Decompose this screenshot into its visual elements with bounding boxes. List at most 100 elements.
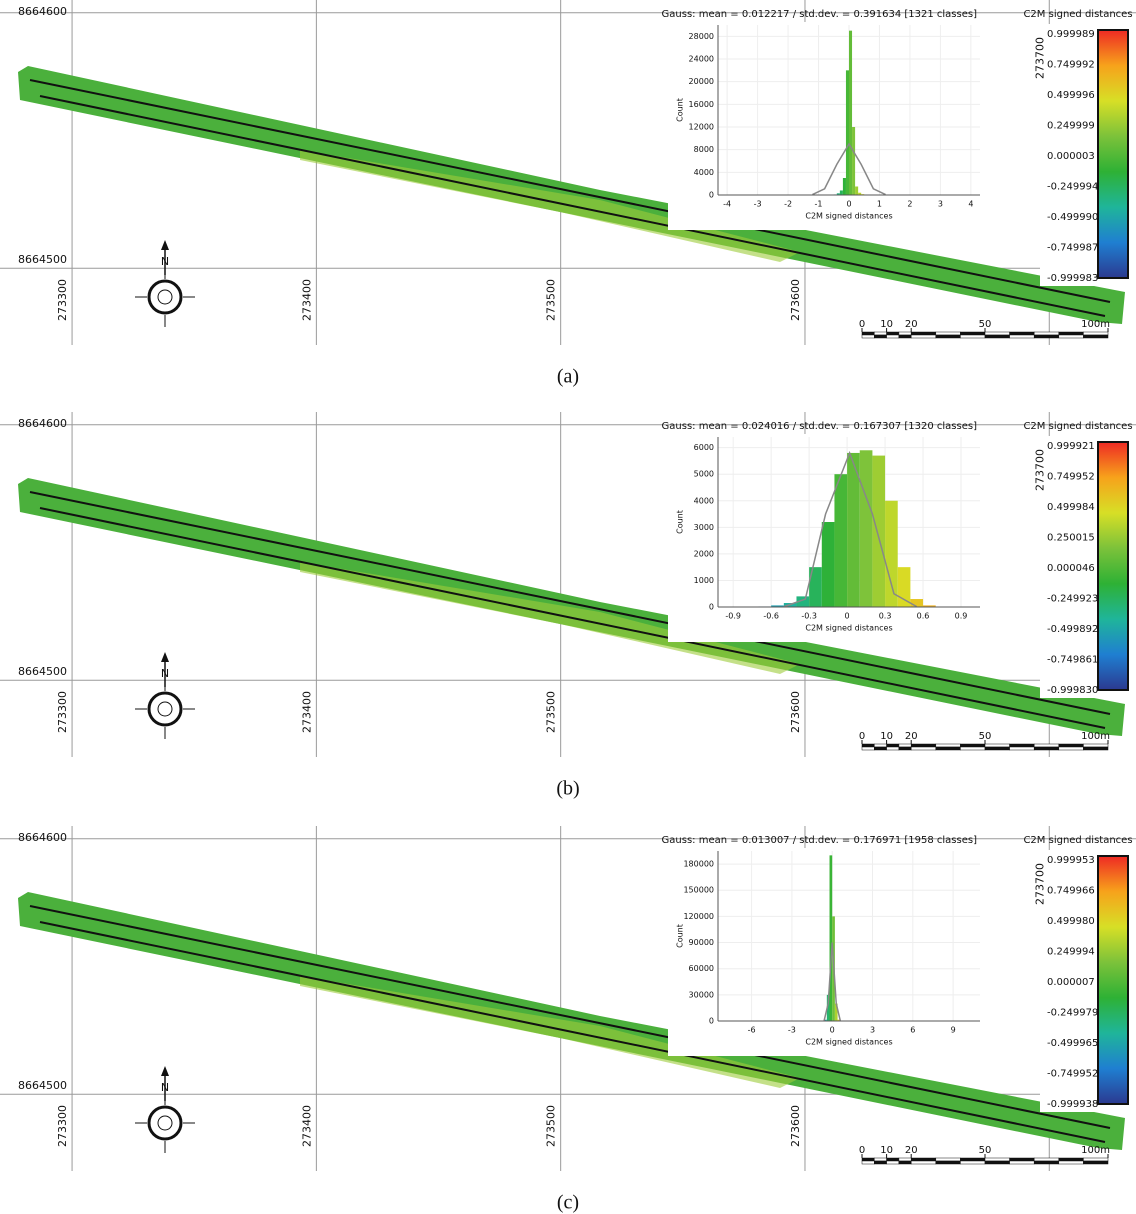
scale-segment bbox=[898, 1157, 912, 1162]
scale-segment bbox=[1058, 334, 1084, 339]
scale-segment bbox=[861, 746, 875, 751]
colorbar-label: 0.749966 bbox=[1047, 886, 1095, 897]
scale-segment bbox=[1009, 743, 1035, 748]
x-axis-label: C2M signed distances bbox=[805, 624, 892, 633]
colorbar-label: -0.499965 bbox=[1047, 1038, 1098, 1049]
compass-arrow-head bbox=[161, 240, 169, 250]
point-cloud-strip bbox=[18, 892, 1125, 1150]
colorbar-label: -0.249923 bbox=[1047, 594, 1098, 605]
colorbar-label: 0.249999 bbox=[1047, 121, 1095, 132]
northing-label: 8664500 bbox=[18, 253, 67, 266]
rail-line bbox=[29, 79, 1111, 303]
scale-label: 10 bbox=[880, 1145, 893, 1156]
scale-segment bbox=[935, 1160, 961, 1165]
histogram-title: Gauss: mean = 0.013007 / std.dev. = 0.17… bbox=[662, 835, 978, 846]
colorbar-label: 0.499984 bbox=[1047, 502, 1095, 513]
point-cloud-strip-tone bbox=[300, 562, 800, 674]
scale-segment bbox=[984, 746, 1010, 751]
easting-label: 273700 bbox=[1033, 863, 1046, 905]
colorbar-label: 0.999989 bbox=[1047, 29, 1095, 40]
scale-segment bbox=[910, 743, 937, 748]
caption: (c) bbox=[557, 1192, 579, 1214]
scale-segment bbox=[960, 1157, 986, 1162]
y-tick-label: 16000 bbox=[689, 100, 714, 109]
rail-line bbox=[29, 491, 1111, 715]
scale-segment bbox=[1083, 334, 1109, 339]
rail-line bbox=[39, 921, 1106, 1143]
scale-label: 100m bbox=[1081, 731, 1110, 742]
colorbar-label: 0.999921 bbox=[1047, 441, 1095, 452]
northing-label: 8664600 bbox=[18, 5, 67, 18]
scale-segment bbox=[898, 334, 912, 339]
colorbar-label: 0.749952 bbox=[1047, 472, 1095, 483]
easting-label: 273400 bbox=[300, 279, 313, 321]
histogram-bar bbox=[845, 70, 849, 195]
histogram-title: Gauss: mean = 0.012217 / std.dev. = 0.39… bbox=[662, 9, 978, 20]
colorbar-label: -0.999938 bbox=[1047, 1099, 1098, 1110]
scale-label: 20 bbox=[905, 731, 918, 742]
scale-segment bbox=[874, 743, 887, 748]
colorbar-label: 0.749992 bbox=[1047, 60, 1095, 71]
gauss-curve bbox=[812, 142, 886, 196]
x-tick-label: -0.3 bbox=[801, 612, 817, 621]
gauss-curve bbox=[823, 942, 841, 1021]
colorbar-title: C2M signed distances bbox=[1023, 421, 1132, 432]
scale-segment bbox=[1009, 1157, 1035, 1162]
rail-line bbox=[39, 95, 1106, 317]
compass-ring bbox=[147, 279, 183, 315]
colorbar-label: -0.749987 bbox=[1047, 243, 1098, 254]
y-tick-label: 28000 bbox=[689, 32, 714, 41]
x-tick-label: 4 bbox=[968, 200, 973, 209]
histogram-bar bbox=[834, 474, 848, 607]
scale-segment bbox=[874, 1157, 887, 1162]
scale-segment bbox=[1009, 334, 1035, 339]
histogram-bar bbox=[885, 500, 898, 607]
scale-segment bbox=[984, 1157, 1010, 1162]
y-axis-label: Count bbox=[676, 98, 685, 122]
x-tick-label: 0 bbox=[830, 1026, 835, 1035]
colorbar bbox=[1097, 29, 1129, 279]
scale-segment bbox=[861, 743, 875, 748]
scale-segment bbox=[886, 334, 900, 339]
scale-segment bbox=[960, 746, 986, 751]
scale-segment bbox=[886, 331, 900, 336]
compass-ring bbox=[147, 1105, 183, 1141]
histogram-bar bbox=[849, 30, 853, 195]
colorbar-label: 0.499980 bbox=[1047, 916, 1095, 927]
y-tick-label: 1000 bbox=[694, 576, 714, 585]
colorbar-label: -0.749952 bbox=[1047, 1069, 1098, 1080]
x-tick-label: 0 bbox=[846, 200, 851, 209]
y-tick-label: 12000 bbox=[689, 123, 714, 132]
scale-segment bbox=[1058, 743, 1084, 748]
scale-segment bbox=[1009, 746, 1035, 751]
y-tick-label: 8000 bbox=[694, 145, 714, 154]
panel: 8664600 8664500 Gauss: mean = 0.013007 / s… bbox=[0, 826, 1136, 1214]
colorbar-title: C2M signed distances bbox=[1023, 835, 1132, 846]
scale-segment bbox=[935, 1157, 961, 1162]
scale-segment bbox=[935, 331, 961, 336]
point-cloud-strip bbox=[18, 478, 1125, 736]
scale-segment bbox=[874, 331, 887, 336]
scale-segment bbox=[898, 331, 912, 336]
easting-label: 273400 bbox=[300, 691, 313, 733]
x-tick-label: 0 bbox=[845, 612, 850, 621]
scale-segment bbox=[1033, 1160, 1060, 1165]
colorbar-label: 0.000007 bbox=[1047, 977, 1095, 988]
histogram-bar bbox=[842, 178, 846, 195]
scale-segment bbox=[960, 743, 986, 748]
point-cloud-strip-tone bbox=[300, 976, 800, 1088]
colorbar bbox=[1097, 441, 1129, 691]
scale-segment bbox=[1083, 743, 1109, 748]
northing-label: 8664600 bbox=[18, 831, 67, 844]
scale-segment bbox=[1009, 1160, 1035, 1165]
x-tick-label: 0.3 bbox=[879, 612, 892, 621]
compass-ring bbox=[157, 701, 173, 717]
y-tick-label: 20000 bbox=[689, 77, 714, 86]
x-tick-label: 1 bbox=[877, 200, 882, 209]
y-tick-label: 5000 bbox=[694, 470, 714, 479]
scale-segment bbox=[910, 746, 937, 751]
y-tick-label: 0 bbox=[709, 1017, 714, 1026]
colorbar-label: -0.999983 bbox=[1047, 273, 1098, 284]
histogram-bar bbox=[910, 599, 924, 607]
